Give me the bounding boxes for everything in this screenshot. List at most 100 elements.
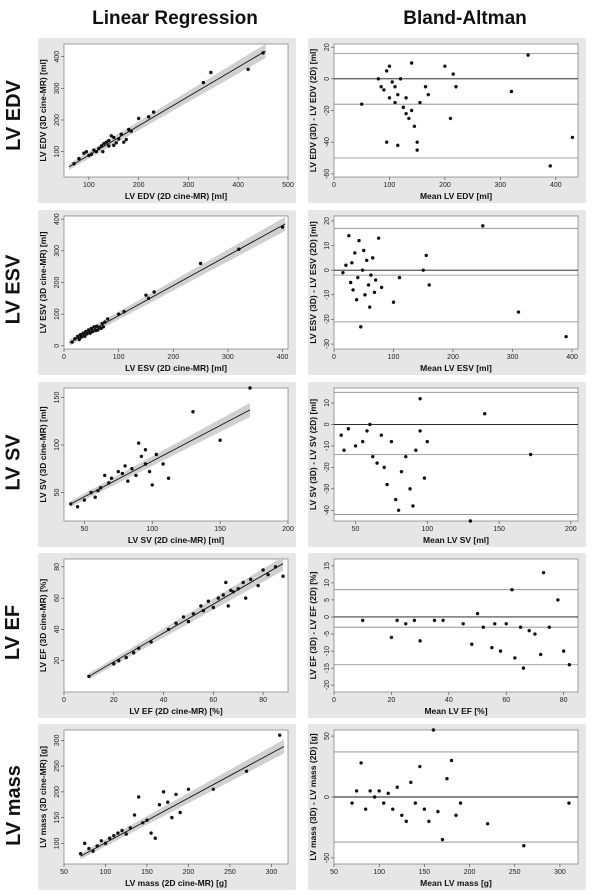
data-point (107, 836, 112, 840)
data-point (360, 102, 364, 106)
data-point (376, 77, 381, 81)
row-label-sv: LV SV (0, 385, 28, 540)
data-point (107, 144, 111, 148)
data-point (344, 263, 348, 267)
data-point (422, 476, 427, 480)
data-point (72, 162, 76, 166)
data-point (418, 397, 422, 401)
data-point (475, 611, 480, 616)
data-point (387, 64, 392, 68)
x-tick-label: 60 (209, 697, 217, 704)
data-point (454, 813, 458, 817)
data-point (421, 268, 425, 272)
data-point (556, 598, 560, 602)
x-tick-label: 300 (183, 182, 195, 189)
data-point (82, 498, 87, 502)
data-point (181, 615, 186, 619)
data-point (396, 143, 400, 148)
y-tick-label: 150 (54, 392, 61, 404)
data-point (412, 124, 417, 129)
regression-plot-mass: 50 100 150 200 250 300 100 150 200 250 300 LV mass … (38, 724, 296, 890)
data-point (112, 135, 116, 140)
data-point (363, 807, 368, 811)
data-point (368, 305, 372, 309)
data-point (201, 608, 206, 613)
data-point (436, 809, 440, 814)
data-point (102, 142, 106, 146)
data-point (395, 785, 399, 789)
data-point (106, 317, 110, 321)
data-point (490, 645, 494, 650)
data-point (224, 580, 228, 585)
data-point (231, 590, 235, 594)
data-point (390, 80, 394, 84)
data-point (107, 481, 111, 485)
x-tick-label: 100 (100, 869, 112, 876)
y-tick-label: 5 (324, 598, 331, 602)
y-tick-label: 10 (324, 579, 331, 587)
data-point (347, 234, 351, 238)
data-point (498, 649, 503, 653)
data-point (93, 495, 97, 499)
x-tick-label: 80 (560, 697, 568, 704)
data-point (440, 837, 445, 842)
plot-area (333, 215, 579, 350)
y-tick-label: 15 (324, 562, 331, 570)
data-point (280, 225, 285, 229)
x-tick-label: 250 (224, 869, 236, 876)
data-point (356, 275, 360, 280)
data-point (101, 325, 106, 329)
data-point (397, 275, 402, 280)
x-tick-label: 20 (110, 697, 118, 704)
data-point (89, 152, 94, 156)
x-axis-label: Mean LV SV [ml] (423, 535, 489, 545)
data-point (124, 655, 128, 660)
data-point (136, 795, 141, 799)
bland-altman-plot-sv: 50 100 150 200 -40 -30 -20 -10 0 10 Mean LV SV [ml… (308, 382, 586, 547)
y-axis-label: LV EDV (3D) - LV EDV (2D) [ml] (308, 49, 318, 173)
data-point (426, 92, 430, 97)
y-tick-label: 150 (54, 812, 61, 824)
regression-plot-ef: 0 20 40 60 80 20 40 60 80 LV EF (2D cine-MR) [%] L… (38, 553, 296, 718)
x-tick-label: 300 (222, 354, 234, 361)
plot-area (333, 558, 579, 693)
data-point (86, 328, 91, 332)
data-point (372, 795, 377, 799)
data-point (361, 439, 365, 444)
data-point (346, 427, 351, 431)
data-point (246, 67, 250, 72)
data-point (538, 652, 543, 657)
row-label-edv: LV EDV (0, 40, 28, 190)
y-tick-label: 0 (54, 344, 61, 348)
data-point (522, 844, 526, 848)
data-point (120, 471, 125, 476)
x-axis-label: Mean LV EDV [ml] (420, 191, 492, 201)
data-point (370, 256, 375, 260)
data-point (161, 790, 166, 794)
plot-area (63, 387, 289, 522)
data-point (89, 490, 93, 495)
data-point (389, 439, 394, 444)
data-point (384, 69, 389, 73)
data-point (83, 841, 87, 846)
data-point (371, 454, 375, 459)
x-tick-label: 100 (384, 182, 396, 189)
data-point (211, 605, 216, 610)
data-point (353, 444, 358, 448)
x-tick-label: 250 (509, 869, 521, 876)
data-point (567, 801, 571, 805)
data-point (493, 622, 497, 626)
data-point (379, 433, 384, 437)
data-point (399, 469, 404, 474)
y-tick-label: -5 (324, 631, 331, 637)
data-point (375, 461, 379, 465)
data-point (154, 452, 159, 457)
data-point (87, 674, 91, 679)
data-point (458, 801, 463, 805)
data-point (191, 410, 195, 414)
data-point (359, 761, 363, 765)
data-point (570, 135, 575, 140)
data-point (533, 632, 537, 636)
x-tick-label: 100 (113, 354, 125, 361)
x-axis-label: LV EDV (2D cine-MR) [ml] (125, 191, 227, 201)
